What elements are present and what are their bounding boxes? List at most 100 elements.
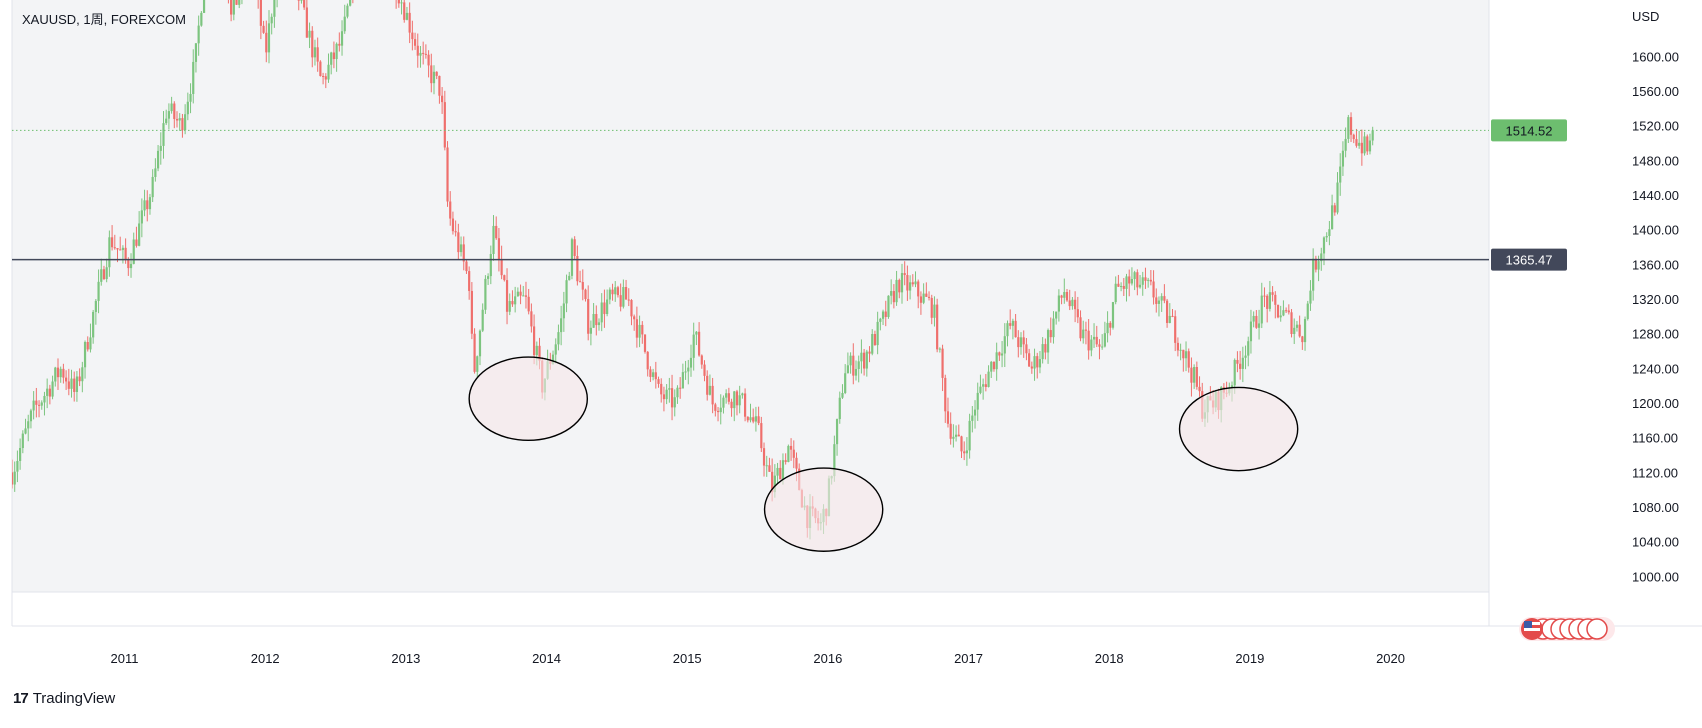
candle <box>633 314 636 331</box>
candle <box>94 299 97 325</box>
candle <box>1025 338 1028 361</box>
candle <box>760 416 763 452</box>
candle <box>727 387 730 405</box>
candle <box>1252 311 1255 328</box>
candle <box>719 394 722 425</box>
candle <box>1117 274 1120 287</box>
candle <box>703 360 706 382</box>
candle <box>854 360 858 381</box>
y-tick-label: 1160.00 <box>1632 431 1678 446</box>
candle <box>1263 287 1266 308</box>
candle <box>1109 321 1112 336</box>
candle <box>78 368 81 387</box>
candle <box>146 190 149 222</box>
candle <box>430 53 433 93</box>
price-axis-area <box>1489 0 1702 592</box>
candle <box>952 424 955 448</box>
candle <box>1174 310 1177 352</box>
candle <box>1358 130 1361 149</box>
candle <box>1141 271 1144 296</box>
candle <box>1092 323 1096 348</box>
candle <box>1060 294 1063 305</box>
candle <box>238 0 241 9</box>
candle <box>105 258 108 283</box>
candle <box>662 386 666 412</box>
candle <box>754 406 758 432</box>
candle <box>762 442 766 477</box>
candle <box>21 430 24 454</box>
candle <box>971 406 974 433</box>
candle <box>468 266 471 300</box>
candle <box>1360 129 1363 166</box>
candle <box>733 390 736 422</box>
candle <box>451 211 455 235</box>
candle <box>519 284 522 305</box>
resistance-price-label: 1365.47 <box>1506 253 1553 268</box>
candle <box>1147 277 1150 288</box>
candle <box>1325 232 1328 242</box>
candle <box>1125 273 1128 302</box>
tradingview-brand[interactable]: 17 TradingView <box>13 690 115 707</box>
candle <box>332 41 336 69</box>
candle <box>154 158 157 182</box>
candle <box>432 65 436 95</box>
candle <box>608 287 611 305</box>
candle <box>1065 289 1069 302</box>
candle <box>565 274 568 313</box>
candle <box>113 234 116 250</box>
candle <box>562 291 565 332</box>
candle <box>903 261 906 286</box>
candle <box>1279 305 1282 322</box>
candle <box>960 435 963 458</box>
candle <box>1144 267 1147 289</box>
candle <box>1276 304 1280 319</box>
candle <box>1190 357 1193 397</box>
candle <box>752 408 755 424</box>
candle <box>427 50 430 78</box>
candle <box>202 0 206 14</box>
candle <box>165 109 168 126</box>
candle <box>1301 335 1304 350</box>
candle <box>1298 315 1301 338</box>
candle <box>35 387 38 418</box>
candle <box>459 236 463 257</box>
candle <box>1303 316 1307 351</box>
candle <box>1111 301 1115 330</box>
candle <box>478 329 482 366</box>
candle <box>148 193 152 215</box>
candle <box>890 279 893 305</box>
y-tick-label: 1000.00 <box>1632 569 1679 584</box>
candle <box>530 303 533 333</box>
candle <box>887 295 890 319</box>
candle <box>1133 270 1136 291</box>
candle <box>303 0 306 10</box>
candle <box>624 279 628 300</box>
candle <box>873 330 877 346</box>
x-tick-label: 2016 <box>813 651 842 666</box>
candle <box>1331 194 1334 230</box>
candle <box>984 373 987 392</box>
candle <box>919 291 923 315</box>
candle <box>784 453 787 465</box>
candle <box>638 315 641 348</box>
candle <box>976 382 979 421</box>
candle <box>576 245 579 286</box>
candle <box>503 274 506 282</box>
candle <box>156 145 160 172</box>
last-price-label: 1514.52 <box>1506 123 1553 138</box>
y-tick-label: 1320.00 <box>1632 292 1679 307</box>
candle <box>846 352 849 374</box>
candle <box>400 0 403 15</box>
candle <box>1006 320 1009 347</box>
candle <box>597 318 601 331</box>
candle <box>67 368 70 396</box>
candle <box>863 348 866 376</box>
candle <box>746 416 749 423</box>
candle <box>311 26 314 68</box>
x-tick-label: 2014 <box>532 651 561 666</box>
candle <box>1314 255 1317 273</box>
candle <box>857 355 860 383</box>
candle <box>411 20 414 51</box>
